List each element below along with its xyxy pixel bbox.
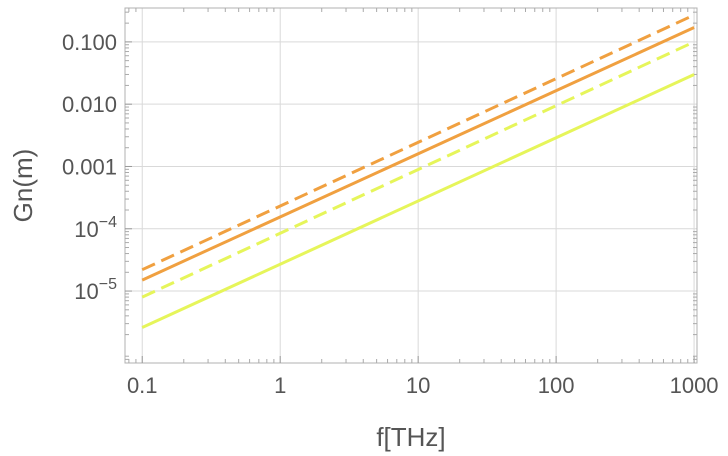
series-group bbox=[141, 13, 695, 329]
y-tick-label: 0.001 bbox=[62, 154, 117, 179]
y-tick-labels: 10−5 10−4 0.001 0.010 0.100 bbox=[62, 30, 117, 304]
grid bbox=[125, 8, 697, 363]
y-tick-label: 10−5 bbox=[74, 276, 117, 304]
x-tick-label: 1000 bbox=[670, 373, 719, 398]
x-tick-label: 10 bbox=[406, 373, 430, 398]
series-line-1 bbox=[141, 13, 695, 272]
x-axis-label: f[THz] bbox=[376, 422, 445, 452]
y-tick-label: 0.010 bbox=[62, 92, 117, 117]
x-tick-label: 0.1 bbox=[127, 373, 158, 398]
x-tick-labels: 0.1 1 10 100 1000 bbox=[127, 373, 719, 398]
x-tick-label: 100 bbox=[538, 373, 575, 398]
series-line-2 bbox=[141, 26, 695, 282]
plot-frame bbox=[124, 7, 698, 364]
series-line-3 bbox=[141, 40, 695, 299]
axis-ticks bbox=[125, 8, 697, 363]
series-line-4 bbox=[141, 73, 695, 329]
y-tick-label: 0.100 bbox=[62, 30, 117, 55]
x-tick-label: 1 bbox=[274, 373, 286, 398]
y-axis-label: Gn(m) bbox=[8, 149, 38, 223]
y-tick-label: 10−4 bbox=[74, 214, 117, 242]
